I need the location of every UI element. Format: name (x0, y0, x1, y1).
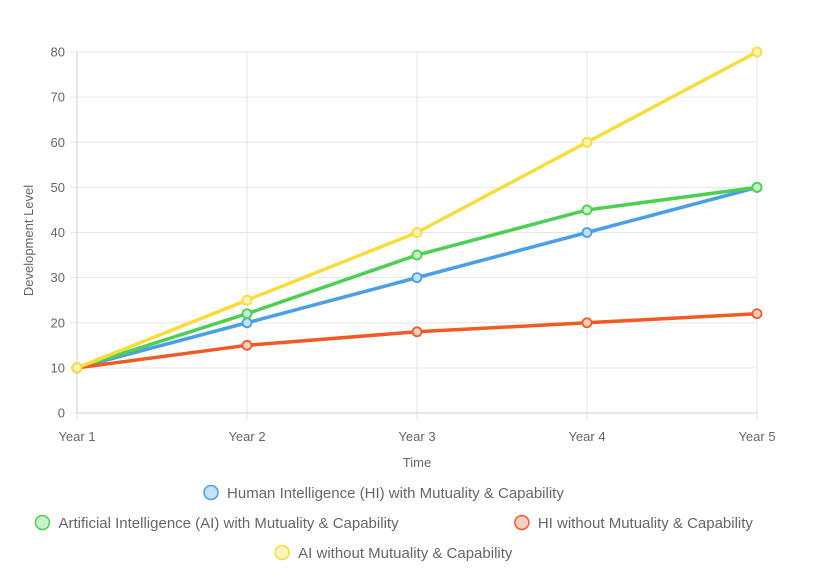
legend-marker (274, 544, 290, 561)
data-point[interactable] (581, 136, 593, 148)
legend: Human Intelligence (HI) with Mutuality &… (34, 484, 754, 562)
y-tick-label: 10 (51, 360, 65, 375)
x-tick-label: Year 3 (398, 429, 435, 444)
y-axis-title: Development Level (21, 185, 36, 296)
data-point[interactable] (751, 46, 763, 58)
data-point[interactable] (241, 308, 253, 320)
series-4 (71, 46, 763, 374)
legend-marker (203, 484, 219, 501)
x-axis-title: Time (403, 455, 431, 470)
legend-marker (514, 514, 530, 531)
legend-item[interactable]: Human Intelligence (HI) with Mutuality &… (203, 484, 564, 502)
data-point[interactable] (581, 317, 593, 329)
y-tick-label: 70 (51, 90, 65, 105)
axes (76, 52, 757, 414)
data-point[interactable] (751, 308, 763, 320)
y-tick-label: 30 (51, 270, 65, 285)
series-group (71, 46, 763, 374)
y-tick-label: 0 (58, 406, 65, 421)
data-point[interactable] (411, 272, 423, 284)
x-tick-label: Year 1 (58, 429, 95, 444)
legend-item[interactable]: AI without Mutuality & Capability (274, 544, 513, 562)
x-tick-label: Year 5 (738, 429, 775, 444)
legend-item[interactable]: Artificial Intelligence (AI) with Mutual… (34, 514, 399, 532)
legend-item[interactable]: HI without Mutuality & Capability (514, 514, 754, 532)
data-point[interactable] (71, 362, 83, 374)
x-tick-label: Year 2 (228, 429, 265, 444)
data-point[interactable] (411, 249, 423, 261)
data-point[interactable] (581, 204, 593, 216)
legend-label: Human Intelligence (HI) with Mutuality &… (227, 485, 564, 502)
y-tick-label: 80 (51, 45, 65, 60)
y-tick-label: 20 (51, 315, 65, 330)
tick-labels: 0 10 20 30 40 50 60 70 80 Year 1 Year 2 Year 3 Year … (51, 45, 776, 445)
data-point[interactable] (241, 317, 253, 329)
y-tick-label: 60 (51, 135, 65, 150)
data-point[interactable] (241, 339, 253, 351)
data-point[interactable] (411, 326, 423, 338)
x-tick-label: Year 4 (568, 429, 605, 444)
legend-label: Artificial Intelligence (AI) with Mutual… (58, 515, 399, 532)
data-point[interactable] (751, 181, 763, 193)
data-point[interactable] (581, 227, 593, 238)
y-tick-label: 40 (51, 225, 65, 240)
data-point[interactable] (411, 227, 423, 238)
legend-marker (34, 514, 51, 531)
legend-label: HI without Mutuality & Capability (538, 515, 754, 532)
legend-label: AI without Mutuality & Capability (298, 545, 513, 562)
data-point[interactable] (241, 294, 253, 306)
y-tick-label: 50 (51, 180, 65, 195)
